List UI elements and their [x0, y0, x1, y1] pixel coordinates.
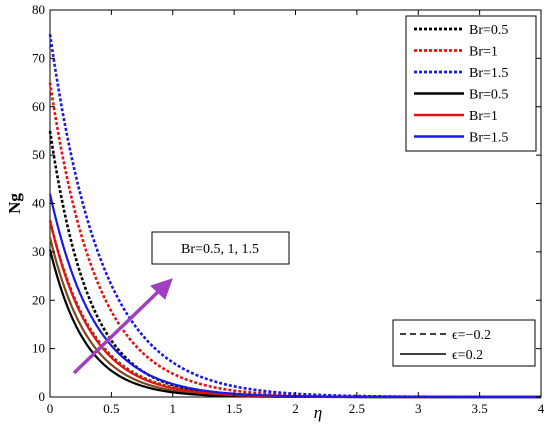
x-tick-label: 1 [170, 401, 177, 416]
y-tick-label: 50 [32, 147, 45, 162]
y-tick-label: 10 [32, 341, 45, 356]
epsilon-legend-label: ϵ=−0.2 [452, 328, 491, 343]
x-tick-label: 3.5 [472, 401, 488, 416]
y-tick-label: 30 [32, 244, 45, 259]
legend-label: Br=1 [469, 45, 498, 60]
legend-label: Br=1.5 [469, 66, 508, 81]
epsilon-legend-box [392, 319, 536, 367]
legend-label: Br=0.5 [469, 88, 508, 103]
y-tick-label: 40 [32, 196, 45, 211]
y-tick-label: 70 [32, 50, 45, 65]
y-tick-label: 20 [32, 292, 45, 307]
x-tick-label: 0.5 [103, 401, 119, 416]
x-tick-label: 3 [415, 401, 422, 416]
y-axis-label: Ng [5, 193, 24, 214]
series-line-extra [48, 237, 541, 399]
legend-label: Br=1.5 [469, 131, 508, 146]
annotation-box [151, 231, 290, 265]
x-tick-label: 2.5 [349, 401, 365, 416]
x-tick-label: 2 [292, 401, 299, 416]
arrow-head [150, 278, 173, 300]
annotation-label: Br=0.5, 1, 1.5 [181, 242, 259, 257]
legend-label: Br=0.5 [469, 23, 508, 38]
epsilon-legend-label: ϵ=0.2 [452, 348, 483, 363]
x-tick-label: 4 [538, 401, 545, 416]
y-tick-label: 0 [39, 389, 46, 404]
x-tick-label: 1.5 [226, 401, 242, 416]
legend-label: Br=1 [469, 109, 498, 124]
legend: Br=0.5 Br=1 Br=1.5 Br=0.5 Br=1 Br=1.5 [405, 15, 537, 152]
y-tick-label: 60 [32, 99, 45, 114]
legend-box [405, 15, 537, 152]
x-axis-label: η [314, 403, 322, 422]
y-tick-label: 80 [32, 2, 45, 17]
arrow-shaft [72, 286, 164, 375]
annotation: Br=0.5, 1, 1.5 [72, 231, 290, 375]
epsilon-legend: ϵ=−0.2 ϵ=0.2 [392, 319, 536, 367]
x-tick-label: 0 [47, 401, 54, 416]
